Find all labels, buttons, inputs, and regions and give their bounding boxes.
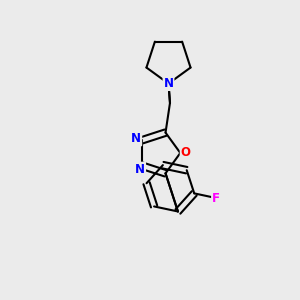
Text: O: O	[181, 146, 191, 160]
Text: N: N	[164, 77, 173, 90]
Text: N: N	[131, 132, 141, 146]
Text: F: F	[212, 191, 220, 205]
Text: N: N	[135, 163, 145, 176]
